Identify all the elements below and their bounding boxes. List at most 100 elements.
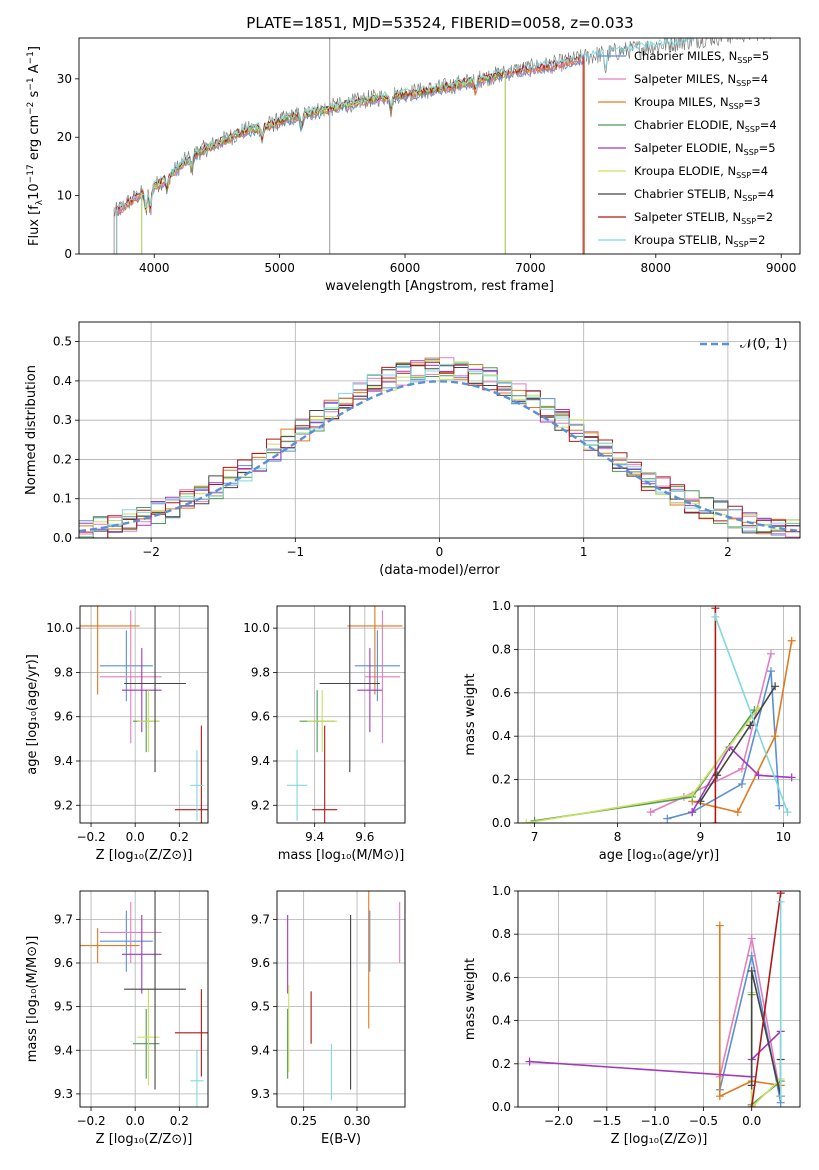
residual-histogram-ytick-label-1: 0.1 bbox=[53, 492, 72, 506]
mass-vs-EBV-xtick-label-1: 0.30 bbox=[344, 1114, 371, 1128]
mass-weight-vs-Z-frame bbox=[517, 890, 801, 1108]
mass-weight-vs-Z-xtick-label-1: −1.5 bbox=[592, 1114, 621, 1128]
spectrum-model-line-6 bbox=[116, 38, 728, 254]
mass-weight-vs-Z-ytick-label-3: 0.6 bbox=[492, 970, 511, 984]
mass-weight-vs-age-marker-0-3 bbox=[766, 667, 775, 676]
mass-weight-vs-age-marker-0-0 bbox=[663, 814, 672, 823]
spectrum-axes: 4000 5000 6000 7000 8000 9000 0 10 20 30 wavelengt… bbox=[57, 37, 801, 294]
mass-weight-vs-Z-marker-8-1 bbox=[776, 1092, 785, 1101]
mass-weight-vs-age-marker-4-0 bbox=[688, 808, 697, 817]
mass-weight-vs-Z-marker-1-1 bbox=[747, 934, 756, 943]
mass-vs-Z-xlabel: Z [log₁₀(Z/Z⊙)] bbox=[96, 1132, 193, 1147]
age-vs-mass-xtick-label-0: 9.4 bbox=[305, 830, 324, 844]
age-vs-Z-ytick-label-2: 9.6 bbox=[54, 710, 73, 724]
mass-weight-vs-age-xlabel: age [log₁₀(age/yr)] bbox=[599, 848, 720, 863]
mass-weight-vs-age-marker-2-3 bbox=[787, 636, 796, 645]
legend-label-8: Kroupa STELIB, NSSP=2 bbox=[634, 233, 766, 249]
legend-label-5: Kroupa ELODIE, NSSP=4 bbox=[634, 164, 768, 180]
residual-histogram-ylabel: Normed distribution bbox=[24, 365, 39, 495]
mass-weight-vs-Z-ytick-label-0: 0.0 bbox=[492, 1100, 511, 1114]
age-vs-Z-ytick-label-3: 9.8 bbox=[54, 665, 73, 679]
mass-weight-vs-age-xtick-label-1: 8 bbox=[614, 830, 622, 844]
mass-vs-Z-ylabel: mass [log₁₀(M/M⊙)] bbox=[25, 936, 40, 1063]
mass-weight-vs-age-ytick-label-4: 0.8 bbox=[492, 642, 511, 656]
mass-weight-vs-age-marker-7-1 bbox=[711, 606, 720, 613]
spectrum-xlabel: wavelength [Angstrom, rest frame] bbox=[325, 279, 554, 294]
mass-weight-vs-Z-axes: −2.0 −1.5 −1.0 −0.5 0.0 0.0 0.2 0.4 0.6 0.8 1.0 Z [… bbox=[463, 884, 801, 1147]
mass-vs-EBV-ytick-label-2: 9.5 bbox=[251, 1000, 270, 1014]
mass-vs-Z-ytick-label-3: 9.6 bbox=[54, 956, 73, 970]
age-vs-mass-xtick-label-1: 9.6 bbox=[355, 830, 374, 844]
mass-weight-vs-Z-series-2 bbox=[718, 925, 781, 1098]
age-vs-Z-frame bbox=[79, 605, 209, 824]
age-vs-mass-frame bbox=[276, 605, 406, 824]
residual-histogram-xtick-label-0: −2 bbox=[142, 545, 160, 559]
mass-vs-Z-xtick-label-2: 0.2 bbox=[170, 1114, 189, 1128]
mass-weight-vs-age-marker-2-2 bbox=[771, 732, 780, 741]
mass-vs-Z-frame bbox=[79, 890, 209, 1108]
age-vs-mass-ytick-label-0: 9.2 bbox=[251, 798, 270, 812]
age-vs-mass-ytick-label-3: 9.8 bbox=[251, 665, 270, 679]
age-vs-Z-xtick-label-2: 0.2 bbox=[170, 830, 189, 844]
mass-weight-vs-Z-plot-area bbox=[525, 891, 785, 1107]
mass-vs-Z-ytick-label-4: 9.7 bbox=[54, 912, 73, 926]
age-vs-mass-xlabel: mass [log₁₀(M/M⊙)] bbox=[278, 848, 405, 863]
mass-weight-vs-age-marker-0-2 bbox=[737, 779, 746, 788]
mass-weight-vs-age-xtick-label-3: 10 bbox=[776, 830, 791, 844]
age-vs-mass-ytick-label-2: 9.6 bbox=[251, 710, 270, 724]
mass-weight-vs-age-marker-2-1 bbox=[733, 808, 742, 817]
age-vs-Z-axes: −0.2 0.0 0.2 9.2 9.4 9.6 9.8 10.0 Z [log₁₀(Z/Z⊙)… bbox=[25, 605, 209, 863]
age-vs-Z-xtick-label-1: 0.0 bbox=[126, 830, 145, 844]
legend-label-4: Salpeter ELODIE, NSSP=5 bbox=[634, 141, 776, 157]
residual-histogram-ytick-label-3: 0.3 bbox=[53, 413, 72, 427]
spectrum-xtick-label-1: 5000 bbox=[264, 261, 295, 275]
spectrum-ytick-label-2: 20 bbox=[57, 130, 72, 144]
mass-vs-Z-plot-area bbox=[80, 891, 208, 1107]
mass-vs-EBV-ytick-label-1: 9.4 bbox=[251, 1043, 270, 1057]
spectrum-ytick-label-3: 30 bbox=[57, 72, 72, 86]
mass-weight-vs-age-ytick-label-1: 0.2 bbox=[492, 773, 511, 787]
mass-weight-vs-age-ytick-label-0: 0.0 bbox=[492, 816, 511, 830]
gaussian-curve bbox=[79, 380, 800, 533]
gaussian-legend-label: 𝒩(0, 1) bbox=[740, 337, 787, 352]
age-vs-mass-axes: 9.4 9.6 9.2 9.4 9.6 9.8 10.0 mass [log₁₀(M/M⊙)] bbox=[243, 605, 406, 863]
mass-vs-Z-axes: −0.2 0.0 0.2 9.3 9.4 9.5 9.6 9.7 Z [log₁₀(Z/Z⊙)]… bbox=[25, 890, 209, 1147]
mass-vs-EBV-xlabel: E(B-V) bbox=[321, 1132, 361, 1147]
residual-histogram-xtick-label-1: −1 bbox=[286, 545, 304, 559]
mass-weight-vs-age-plot-area bbox=[522, 606, 796, 823]
mass-weight-vs-Z-marker-2-0 bbox=[715, 921, 724, 930]
spectrum-plot-area bbox=[113, 38, 781, 254]
mass-vs-Z-xtick-label-0: −0.2 bbox=[76, 1114, 105, 1128]
mass-weight-vs-Z-marker-8-0 bbox=[776, 897, 785, 906]
mass-weight-vs-Z-marker-6-1 bbox=[747, 966, 756, 975]
mass-weight-vs-Z-xtick-label-2: −1.0 bbox=[641, 1114, 670, 1128]
legend-label-2: Kroupa MILES, NSSP=3 bbox=[634, 95, 761, 111]
mass-vs-EBV-ytick-label-0: 9.3 bbox=[251, 1087, 270, 1101]
spectrum-ylabel: Flux [fλ10−17 erg cm−2 s−1 A−1] bbox=[26, 46, 45, 246]
mass-weight-vs-age-marker-5-1 bbox=[688, 790, 697, 799]
residual-histogram-ytick-label-2: 0.2 bbox=[53, 452, 72, 466]
mass-vs-EBV-xtick-label-0: 0.25 bbox=[290, 1114, 317, 1128]
mass-weight-vs-Z-ytick-label-4: 0.8 bbox=[492, 927, 511, 941]
residual-histogram-plot-area bbox=[79, 357, 800, 538]
age-vs-Z-xtick-label-0: −0.2 bbox=[76, 830, 105, 844]
age-vs-Z-xlabel: Z [log₁₀(Z/Z⊙)] bbox=[96, 848, 193, 863]
mass-weight-vs-age-series-8 bbox=[714, 616, 789, 813]
mass-vs-EBV-frame bbox=[276, 890, 406, 1108]
mass-weight-vs-age-frame bbox=[517, 605, 801, 824]
age-vs-mass-ytick-label-4: 10.0 bbox=[243, 621, 270, 635]
residual-histogram-frame bbox=[78, 321, 801, 539]
mass-weight-vs-Z-xtick-label-4: 0.0 bbox=[742, 1114, 761, 1128]
mass-vs-EBV-ytick-label-4: 9.7 bbox=[251, 912, 270, 926]
mass-weight-vs-Z-ytick-label-2: 0.4 bbox=[492, 1014, 511, 1028]
residual-histogram-ytick-label-4: 0.4 bbox=[53, 374, 72, 388]
mass-weight-vs-Z-ytick-label-5: 1.0 bbox=[492, 884, 511, 898]
residual-histogram-axes: −2 −1 0 1 2 0.0 0.1 0.2 0.3 0.4 0.5 (data-model)/er… bbox=[24, 321, 801, 578]
histogram-step-8 bbox=[79, 363, 800, 538]
mass-weight-vs-age-marker-6-0 bbox=[696, 797, 705, 806]
mass-weight-vs-age-ylabel: mass weight bbox=[463, 673, 478, 755]
mass-weight-vs-Z-xtick-label-0: −2.0 bbox=[544, 1114, 573, 1128]
mass-weight-vs-Z-ylabel: mass weight bbox=[463, 958, 478, 1040]
age-vs-Z-ytick-label-4: 10.0 bbox=[46, 621, 73, 635]
